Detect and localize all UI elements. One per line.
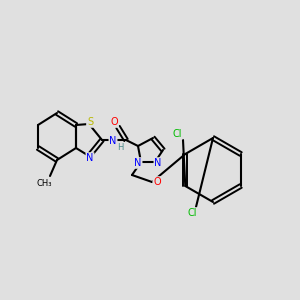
Text: S: S <box>87 117 93 127</box>
Text: N: N <box>154 158 162 168</box>
Text: H: H <box>117 142 123 152</box>
Text: CH₃: CH₃ <box>36 179 52 188</box>
Text: N: N <box>109 136 117 146</box>
Text: O: O <box>110 117 118 127</box>
Text: Cl: Cl <box>172 129 182 139</box>
Text: N: N <box>86 153 94 163</box>
Text: N: N <box>134 158 142 168</box>
Text: O: O <box>153 177 161 187</box>
Text: Cl: Cl <box>187 208 197 218</box>
